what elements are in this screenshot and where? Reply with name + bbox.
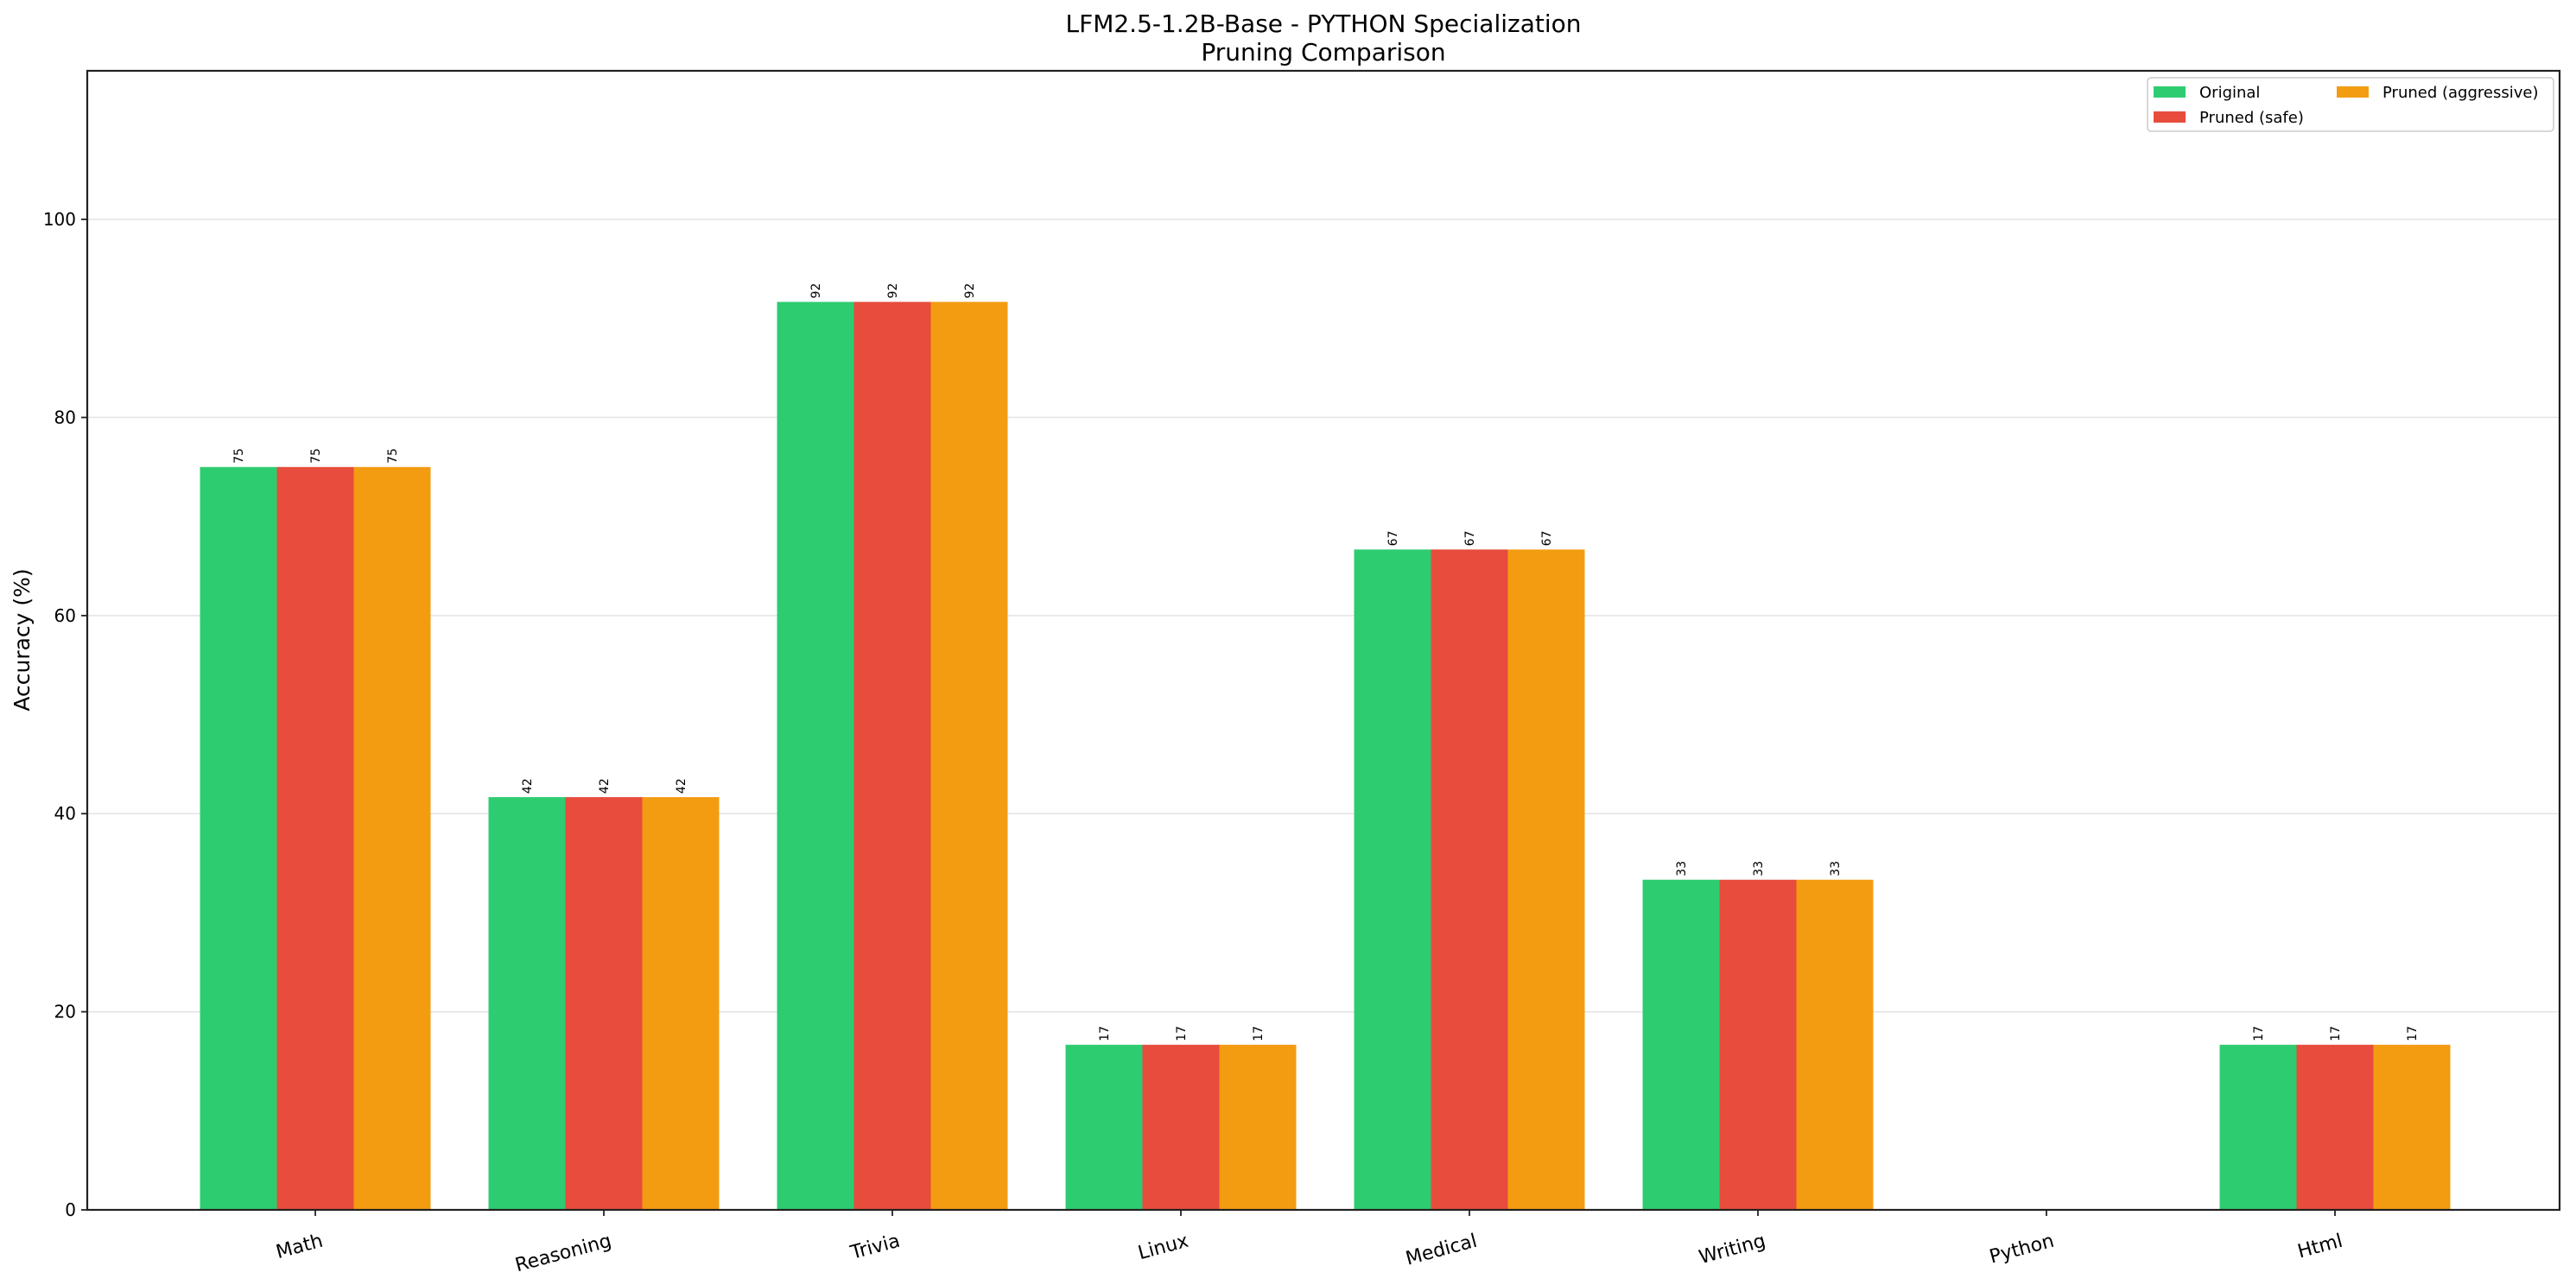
bar xyxy=(353,466,431,1210)
legend-label: Original xyxy=(2199,84,2260,102)
x-tick-label: Writing xyxy=(1697,1231,1767,1269)
bar xyxy=(1431,549,1508,1210)
x-tick-label: Reasoning xyxy=(513,1231,614,1277)
bar xyxy=(853,301,931,1210)
x-tick-label: Html xyxy=(2295,1231,2344,1263)
x-tick-label: Linux xyxy=(1136,1231,1191,1264)
bar-value-label: 75 xyxy=(232,448,246,464)
bar xyxy=(1719,879,1797,1210)
bar xyxy=(2219,1044,2297,1210)
bar xyxy=(1507,549,1585,1210)
bar-value-label: 33 xyxy=(1675,861,1689,877)
bar xyxy=(930,301,1008,1210)
chart-title: LFM2.5-1.2B-Base - PYTHON Specialization xyxy=(1066,9,1582,38)
legend-swatch xyxy=(2154,111,2186,123)
legend-label: Pruned (aggressive) xyxy=(2382,84,2538,102)
y-tick-label: 20 xyxy=(54,1002,76,1022)
y-tick-label: 80 xyxy=(54,407,76,427)
bar xyxy=(276,466,354,1210)
bar-value-label: 17 xyxy=(2406,1026,2420,1041)
y-tick-label: 40 xyxy=(54,803,76,824)
y-tick-label: 60 xyxy=(54,605,76,626)
bar-value-label: 17 xyxy=(2252,1026,2266,1041)
legend-box xyxy=(2147,77,2554,132)
bar-value-label: 42 xyxy=(521,778,535,794)
bar-value-label: 92 xyxy=(963,283,977,299)
bar xyxy=(565,797,643,1210)
plot-frame xyxy=(86,69,2561,1212)
x-tick-label: Python xyxy=(1987,1231,2056,1269)
bar xyxy=(200,466,277,1210)
bar-value-label: 67 xyxy=(1463,530,1477,546)
bar xyxy=(1142,1044,1220,1210)
bar xyxy=(488,797,566,1210)
bar-value-label: 42 xyxy=(598,778,612,794)
bar xyxy=(642,797,720,1210)
bar-value-label: 17 xyxy=(1098,1026,1112,1041)
bar-value-label: 17 xyxy=(1175,1026,1189,1041)
bar xyxy=(1065,1044,1143,1210)
bar xyxy=(2373,1044,2451,1210)
bar xyxy=(777,301,854,1210)
bar-value-label: 75 xyxy=(386,448,400,464)
bar xyxy=(1642,879,1720,1210)
y-tick-label: 0 xyxy=(65,1200,76,1220)
legend-swatch xyxy=(2337,86,2369,98)
bar-value-label: 75 xyxy=(309,448,323,464)
bar-value-label: 67 xyxy=(1540,530,1554,546)
y-axis-label: Accuracy (%) xyxy=(10,568,35,711)
legend-label: Pruned (safe) xyxy=(2199,109,2304,127)
bar xyxy=(2296,1044,2374,1210)
x-tick-label: Trivia xyxy=(847,1231,902,1264)
bar xyxy=(1796,879,1874,1210)
legend-swatch xyxy=(2154,86,2186,98)
chart-subtitle: Pruning Comparison xyxy=(1201,38,1445,66)
bar xyxy=(1219,1044,1297,1210)
bar xyxy=(1354,549,1431,1210)
x-tick-label: Medical xyxy=(1404,1231,1480,1270)
bar-value-label: 17 xyxy=(2329,1026,2343,1041)
bar-value-label: 42 xyxy=(675,778,688,794)
x-tick-label: Math xyxy=(274,1231,326,1263)
legend: Original Pruned (safe) Pruned (aggressive) xyxy=(2147,77,2554,132)
bar-value-label: 92 xyxy=(886,283,900,299)
bar-value-label: 33 xyxy=(1752,861,1766,877)
bar-value-label: 17 xyxy=(1252,1026,1266,1041)
bar-value-label: 33 xyxy=(1829,861,1843,877)
bar-value-label: 92 xyxy=(809,283,823,299)
y-tick-label: 100 xyxy=(43,209,76,230)
bar-value-label: 67 xyxy=(1386,530,1400,546)
